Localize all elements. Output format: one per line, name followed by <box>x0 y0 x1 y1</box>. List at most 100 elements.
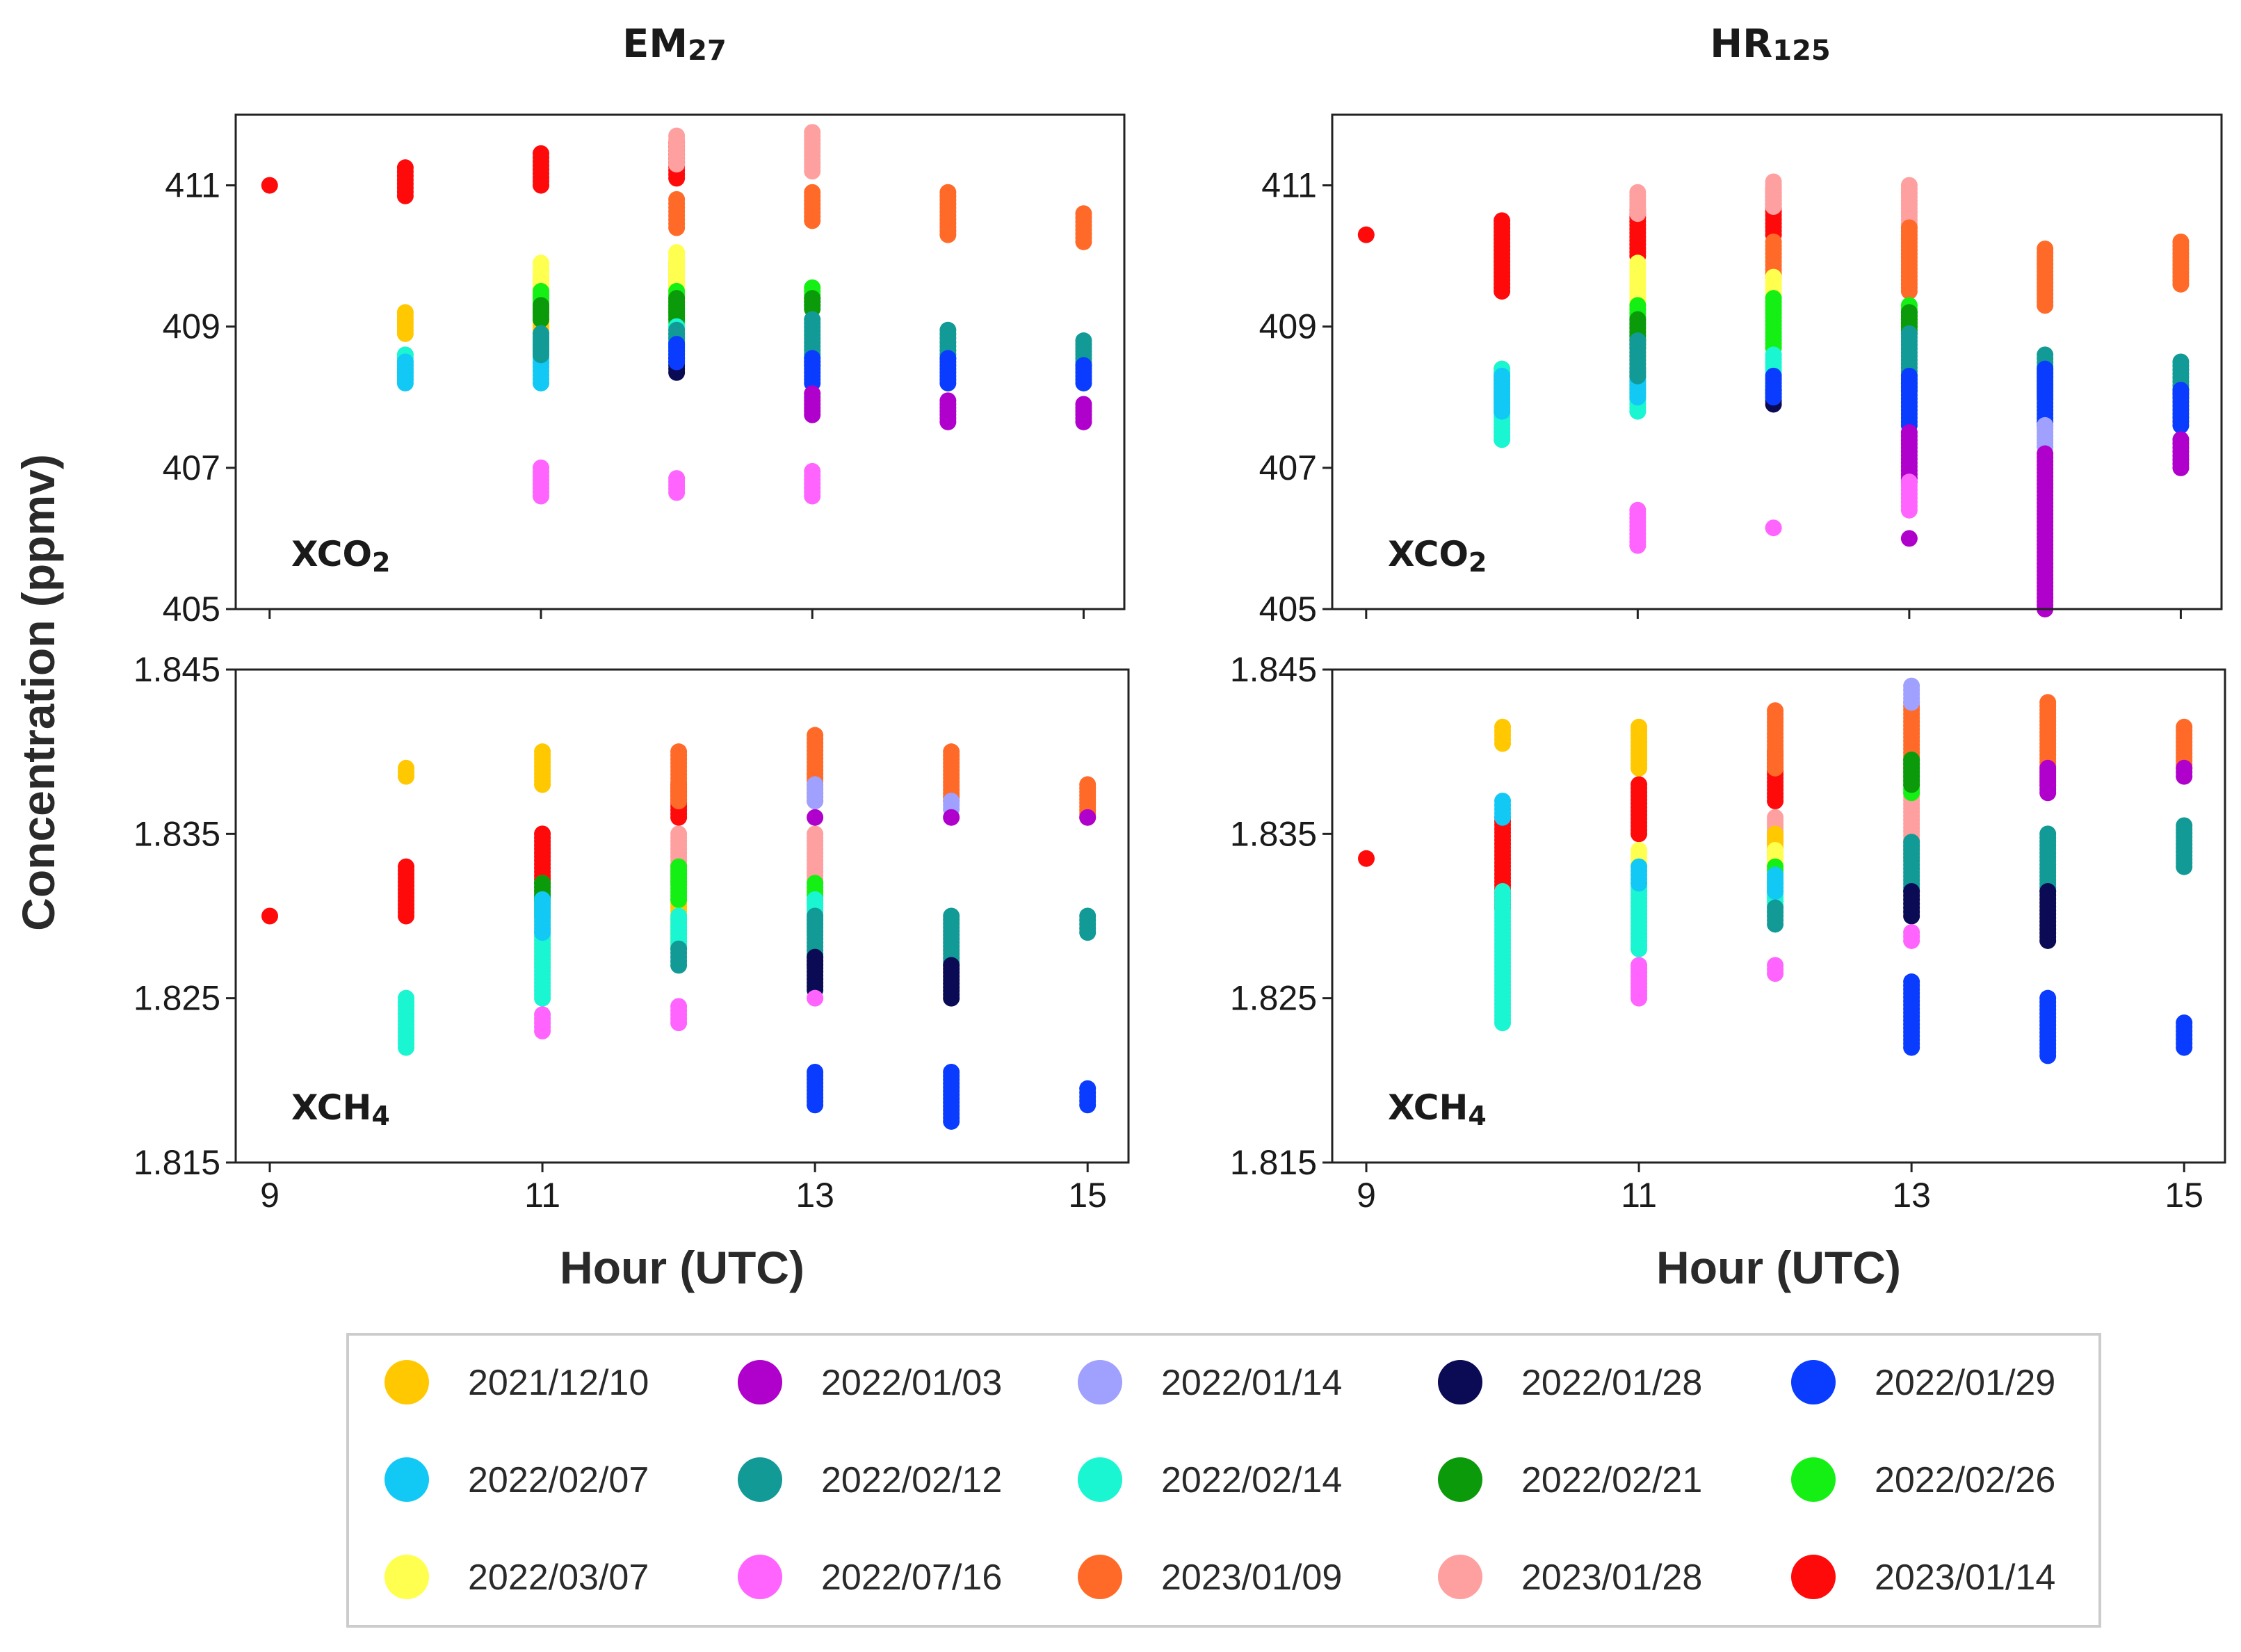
series-2022-01-29 <box>1765 360 2190 434</box>
data-point <box>2037 240 2054 257</box>
y-tick-label: 1.815 <box>134 1143 220 1182</box>
data-point <box>2037 416 2054 434</box>
legend-marker <box>1791 1555 1836 1599</box>
data-point <box>2039 694 2057 711</box>
plot-frame <box>234 113 1126 610</box>
legend-marker <box>1791 1457 1836 1502</box>
data-point <box>1903 924 1920 941</box>
data-point <box>670 858 688 875</box>
series-2022-02-14 <box>1494 875 1784 1032</box>
data-point <box>1903 834 1920 851</box>
series-2021-12-10 <box>1494 718 1784 867</box>
legend-item: 2022/02/07 <box>385 1457 649 1502</box>
legend-item: 2022/02/12 <box>738 1457 1002 1502</box>
column-title-em27-sub: 27 <box>688 35 727 67</box>
data-point <box>804 462 821 480</box>
series-2022-01-03 <box>2039 759 2193 802</box>
y-tick-label: 411 <box>1261 166 1317 205</box>
data-point <box>2039 883 2057 900</box>
data-point <box>534 1006 551 1023</box>
data-point <box>2172 382 2190 399</box>
data-point <box>398 989 415 1007</box>
series-2022-07-16 <box>534 989 824 1039</box>
data-point <box>1900 177 1918 194</box>
data-point <box>943 809 960 826</box>
panel-label-sub: 2 <box>372 547 390 578</box>
data-point <box>1903 751 1920 768</box>
data-point <box>804 290 821 307</box>
x-tick-label: 15 <box>1068 1176 1107 1215</box>
data-point <box>1765 367 1782 384</box>
series-2022-07-16 <box>1629 473 1918 554</box>
data-point <box>807 809 824 826</box>
y-axis-title: Concentration (ppmv) <box>13 454 64 931</box>
data-point <box>1900 219 1918 236</box>
data-point <box>1900 367 1918 384</box>
y-tick-label: 409 <box>163 307 220 346</box>
data-point <box>1900 530 1918 547</box>
data-point <box>668 321 686 339</box>
panel-label: XCH4 <box>1388 1087 1487 1131</box>
data-point <box>668 336 686 353</box>
data-point <box>939 392 957 410</box>
legend-marker <box>385 1360 429 1404</box>
data-point <box>1079 776 1097 793</box>
series-2022-07-16 <box>1631 924 1920 1007</box>
legend-label: 2022/01/29 <box>1875 1363 2055 1403</box>
legend-item: 2022/01/14 <box>1078 1360 1342 1404</box>
data-point <box>1079 1080 1097 1097</box>
panel-label-main: XCH <box>1388 1087 1468 1128</box>
legend-item: 2023/01/14 <box>1791 1555 2055 1599</box>
data-point <box>670 940 688 957</box>
data-point <box>533 325 550 342</box>
data-point <box>1767 899 1784 916</box>
data-point <box>804 350 821 367</box>
legend-label: 2022/02/26 <box>1875 1460 2055 1500</box>
data-point <box>804 311 821 328</box>
data-point <box>804 184 821 201</box>
data-point <box>1900 304 1918 321</box>
panel-label: XCH4 <box>291 1087 390 1131</box>
data-point <box>807 727 824 744</box>
data-point <box>1631 957 1648 974</box>
data-point <box>396 353 414 371</box>
data-point <box>1631 776 1648 793</box>
data-point <box>1765 233 1782 250</box>
legend-marker <box>738 1555 782 1599</box>
series-2023-01-09 <box>670 727 1097 826</box>
legend-label: 2021/12/10 <box>468 1363 649 1403</box>
data-point <box>1494 883 1512 900</box>
legend-marker <box>738 1457 782 1502</box>
column-title-hr125-main: HR <box>1710 22 1772 67</box>
series-2022-01-03 <box>804 385 1092 430</box>
column-title-em27: EM27 <box>622 22 727 67</box>
x-tick-label: 9 <box>260 1176 280 1215</box>
y-tick-label: 1.815 <box>1230 1143 1317 1182</box>
data-point <box>668 470 686 487</box>
data-point <box>398 759 415 777</box>
legend-item: 2021/12/10 <box>385 1360 649 1404</box>
legend-label: 2022/02/07 <box>468 1460 649 1500</box>
data-point <box>1900 473 1918 491</box>
data-point <box>1631 718 1648 736</box>
legend-label: 2022/07/16 <box>821 1557 1002 1598</box>
data-point <box>943 957 960 974</box>
y-tick-label: 1.845 <box>1230 650 1317 689</box>
panel-em27-xco2: 405 407 409 411 XCO2 <box>163 113 1126 629</box>
y-tick-label: 407 <box>163 448 220 487</box>
x-tick-label: 11 <box>1621 1176 1657 1215</box>
data-point <box>396 159 414 177</box>
legend-marker <box>1791 1360 1836 1404</box>
series-2022-02-07 <box>1494 793 1784 900</box>
data-point <box>533 297 550 314</box>
data-point <box>807 891 824 908</box>
data-point <box>670 743 688 761</box>
data-point <box>670 907 688 925</box>
y-tick-label: 405 <box>163 590 220 629</box>
panel-label-sub: 4 <box>371 1101 389 1131</box>
data-point <box>670 825 688 843</box>
column-title-em27-main: EM <box>622 22 688 67</box>
data-point <box>670 998 688 1015</box>
data-point <box>2172 233 2190 250</box>
data-point <box>534 891 551 908</box>
